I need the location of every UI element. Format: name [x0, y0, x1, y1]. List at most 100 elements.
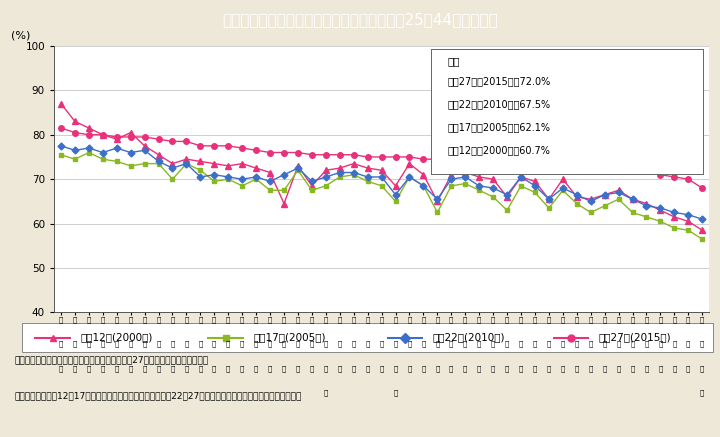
Text: 宮: 宮	[575, 317, 579, 323]
Text: 群: 群	[408, 317, 412, 323]
Text: 大: 大	[658, 317, 662, 323]
Text: 都: 都	[505, 341, 509, 347]
Text: 東: 東	[435, 317, 439, 323]
Text: 県: 県	[393, 389, 397, 395]
Text: 県: 県	[254, 365, 258, 371]
Text: 県: 県	[700, 389, 704, 395]
Text: 山: 山	[533, 317, 537, 323]
Text: （備考）１．総務省「国勢調査」より作成。平成27年は抽出速報集計の数値。: （備考）１．総務省「国勢調査」より作成。平成27年は抽出速報集計の数値。	[14, 356, 208, 364]
Text: 徳: 徳	[310, 317, 314, 323]
Text: 県: 県	[296, 365, 300, 371]
Text: 県: 県	[282, 365, 287, 371]
Text: 奈: 奈	[672, 317, 677, 323]
Text: 新: 新	[184, 317, 189, 323]
Text: 城: 城	[575, 341, 579, 347]
Text: 島: 島	[310, 341, 314, 347]
Text: 県: 県	[114, 365, 119, 371]
Text: (%): (%)	[12, 31, 31, 41]
Text: 山: 山	[101, 341, 105, 347]
Text: 県: 県	[672, 365, 677, 371]
Text: 沖: 沖	[282, 317, 287, 323]
Text: 岡: 岡	[546, 341, 551, 347]
Text: 手: 手	[156, 341, 161, 347]
Text: 香: 香	[379, 317, 384, 323]
Text: 平成27年(2015年): 平成27年(2015年)	[599, 333, 671, 343]
Text: 島: 島	[324, 365, 328, 371]
Text: 山: 山	[338, 341, 342, 347]
Text: 県: 県	[143, 365, 147, 371]
Text: 福: 福	[59, 317, 63, 323]
Text: 佐: 佐	[212, 317, 217, 323]
Text: 川: 川	[379, 341, 384, 347]
Text: 城: 城	[616, 341, 621, 347]
Text: 県: 県	[171, 365, 175, 371]
Text: 千: 千	[644, 317, 649, 323]
Text: 県: 県	[588, 365, 593, 371]
Text: 栃: 栃	[561, 317, 565, 323]
Text: 潟: 潟	[184, 341, 189, 347]
Text: 県: 県	[561, 365, 565, 371]
Text: 鹿: 鹿	[324, 317, 328, 323]
Text: 根: 根	[86, 341, 91, 347]
Text: 重: 重	[449, 341, 454, 347]
Text: 県: 県	[379, 365, 384, 371]
Text: 縄: 縄	[282, 341, 287, 347]
Text: 知: 知	[603, 341, 607, 347]
Text: 田: 田	[128, 341, 133, 347]
Text: 崎: 崎	[226, 341, 230, 347]
Text: 京: 京	[505, 317, 509, 323]
Text: 県: 県	[463, 365, 467, 371]
Text: 道: 道	[630, 365, 635, 371]
Text: 大: 大	[254, 317, 258, 323]
Text: 森: 森	[198, 341, 202, 347]
Text: 県: 県	[240, 365, 244, 371]
Text: 熊: 熊	[240, 317, 244, 323]
Text: 岩: 岩	[156, 317, 161, 323]
Text: 県: 県	[101, 365, 105, 371]
Text: 山: 山	[366, 317, 370, 323]
Text: 北: 北	[630, 317, 635, 323]
Text: 埼: 埼	[588, 317, 593, 323]
Text: 本: 本	[240, 341, 244, 347]
Text: 県: 県	[268, 365, 272, 371]
Text: 良: 良	[672, 341, 677, 347]
Text: 歌: 歌	[393, 341, 397, 347]
Text: 岐: 岐	[421, 317, 426, 323]
Text: 児: 児	[324, 341, 328, 347]
Text: 県: 県	[449, 365, 454, 371]
Text: 秋: 秋	[128, 317, 133, 323]
Text: 県: 県	[603, 365, 607, 371]
Text: 阪: 阪	[658, 341, 662, 347]
Text: 馬: 馬	[408, 341, 412, 347]
Text: 川: 川	[700, 365, 704, 371]
Text: 岡: 岡	[338, 317, 342, 323]
Text: 三: 三	[449, 317, 454, 323]
Text: 口: 口	[533, 341, 537, 347]
Text: 県: 県	[686, 365, 690, 371]
Text: 県: 県	[156, 365, 161, 371]
Text: 静: 静	[463, 317, 467, 323]
Text: 県: 県	[546, 365, 551, 371]
Text: 県: 県	[421, 365, 426, 371]
Text: 広: 広	[477, 317, 482, 323]
Text: 分: 分	[254, 341, 258, 347]
Text: 愛: 愛	[603, 317, 607, 323]
Text: 県: 県	[575, 365, 579, 371]
Text: 媛: 媛	[491, 341, 495, 347]
Text: 長: 長	[296, 317, 300, 323]
Text: 平成12年(2000年): 平成12年(2000年)	[81, 333, 153, 343]
Text: ２．平成12，17年は就業状態不詳を含む総数から，22，27年は不詳を除いた総数から就業率を算出。: ２．平成12，17年は就業状態不詳を含む総数から，22，27年は不詳を除いた総数…	[14, 392, 302, 400]
Text: 山: 山	[393, 365, 397, 371]
Text: 石: 石	[143, 317, 147, 323]
Text: 県: 県	[519, 365, 523, 371]
Text: 県: 県	[533, 365, 537, 371]
Text: 賀: 賀	[212, 341, 217, 347]
Text: 都: 都	[435, 365, 439, 371]
Text: 府: 府	[505, 365, 509, 371]
Text: 岡: 岡	[463, 341, 467, 347]
Text: 愛: 愛	[491, 317, 495, 323]
Text: 県: 県	[408, 365, 412, 371]
Text: 阜: 阜	[421, 341, 426, 347]
Text: 葉: 葉	[644, 341, 649, 347]
Text: 長: 長	[268, 317, 272, 323]
